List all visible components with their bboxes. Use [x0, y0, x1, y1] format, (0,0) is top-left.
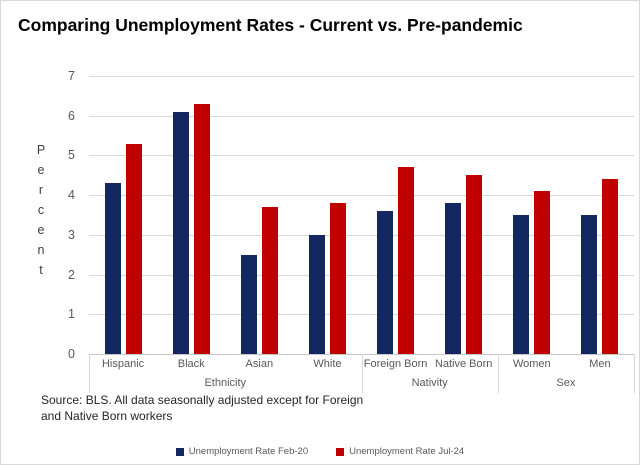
bar-native-born-s0 [445, 203, 462, 354]
x-group-label-ethnicity: Ethnicity [204, 377, 247, 389]
legend: Unemployment Rate Feb-20 Unemployment Ra… [1, 446, 639, 457]
gridline [89, 76, 634, 77]
y-tick-label: 1 [68, 307, 75, 322]
bar-men-s0 [581, 215, 598, 354]
y-axis-title: Percent [34, 143, 48, 283]
legend-label-jul-24: Unemployment Rate Jul-24 [349, 446, 465, 457]
bar-white-s1 [329, 203, 346, 354]
gridline [89, 274, 634, 276]
x-label-hispanic: Hispanic [101, 358, 145, 370]
y-tick-label: 0 [68, 347, 75, 361]
legend-swatch-jul-24 [336, 447, 345, 456]
x-label-foreign-born: Foreign Born [363, 358, 428, 370]
x-label-white: White [313, 358, 342, 370]
chart-title: Comparing Unemployment Rates - Current v… [18, 15, 523, 35]
y-tick-label: 5 [68, 148, 75, 163]
bar-hispanic-s0 [104, 183, 121, 354]
legend-item-jul-24: Unemployment Rate Jul-24 [336, 446, 464, 457]
source-note: Source: BLS. All data seasonally adjuste… [41, 393, 364, 423]
gridline [89, 314, 634, 316]
gridline [89, 234, 634, 236]
x-label-women: Women [512, 358, 551, 370]
x-label-black: Black [177, 358, 205, 370]
x-group-label-nativity: Nativity [411, 377, 448, 389]
bar-men-s1 [602, 179, 619, 354]
gridline [89, 115, 634, 117]
x-group-label-sex: Sex [556, 377, 576, 389]
legend-swatch-feb-20 [175, 447, 184, 456]
bar-black-s0 [172, 111, 189, 354]
legend-label-feb-20: Unemployment Rate Feb-20 [188, 446, 309, 457]
bar-foreign-born-s0 [377, 211, 394, 354]
category-divider [89, 354, 90, 393]
bar-hispanic-s1 [125, 143, 142, 354]
gridline [89, 195, 634, 197]
y-tick-label: 7 [68, 69, 75, 83]
category-divider [634, 354, 635, 393]
bar-women-s1 [534, 191, 551, 354]
category-divider [361, 354, 363, 393]
y-tick-label: 3 [68, 227, 75, 242]
bar-black-s1 [193, 103, 210, 354]
category-divider [497, 354, 499, 393]
y-tick-label: 4 [68, 188, 75, 203]
bar-native-born-s1 [466, 175, 483, 354]
x-label-asian: Asian [245, 358, 274, 370]
bar-foreign-born-s1 [398, 167, 415, 354]
bar-white-s0 [308, 234, 325, 354]
x-label-men: Men [589, 358, 611, 370]
x-label-native-born: Native Born [434, 358, 493, 370]
y-tick-label: 6 [68, 108, 75, 123]
y-tick-label: 2 [68, 267, 75, 282]
bar-women-s0 [513, 215, 530, 354]
bar-asian-s1 [261, 207, 278, 354]
legend-item-feb-20: Unemployment Rate Feb-20 [175, 446, 309, 457]
bar-asian-s0 [240, 254, 257, 354]
gridline [89, 155, 634, 157]
